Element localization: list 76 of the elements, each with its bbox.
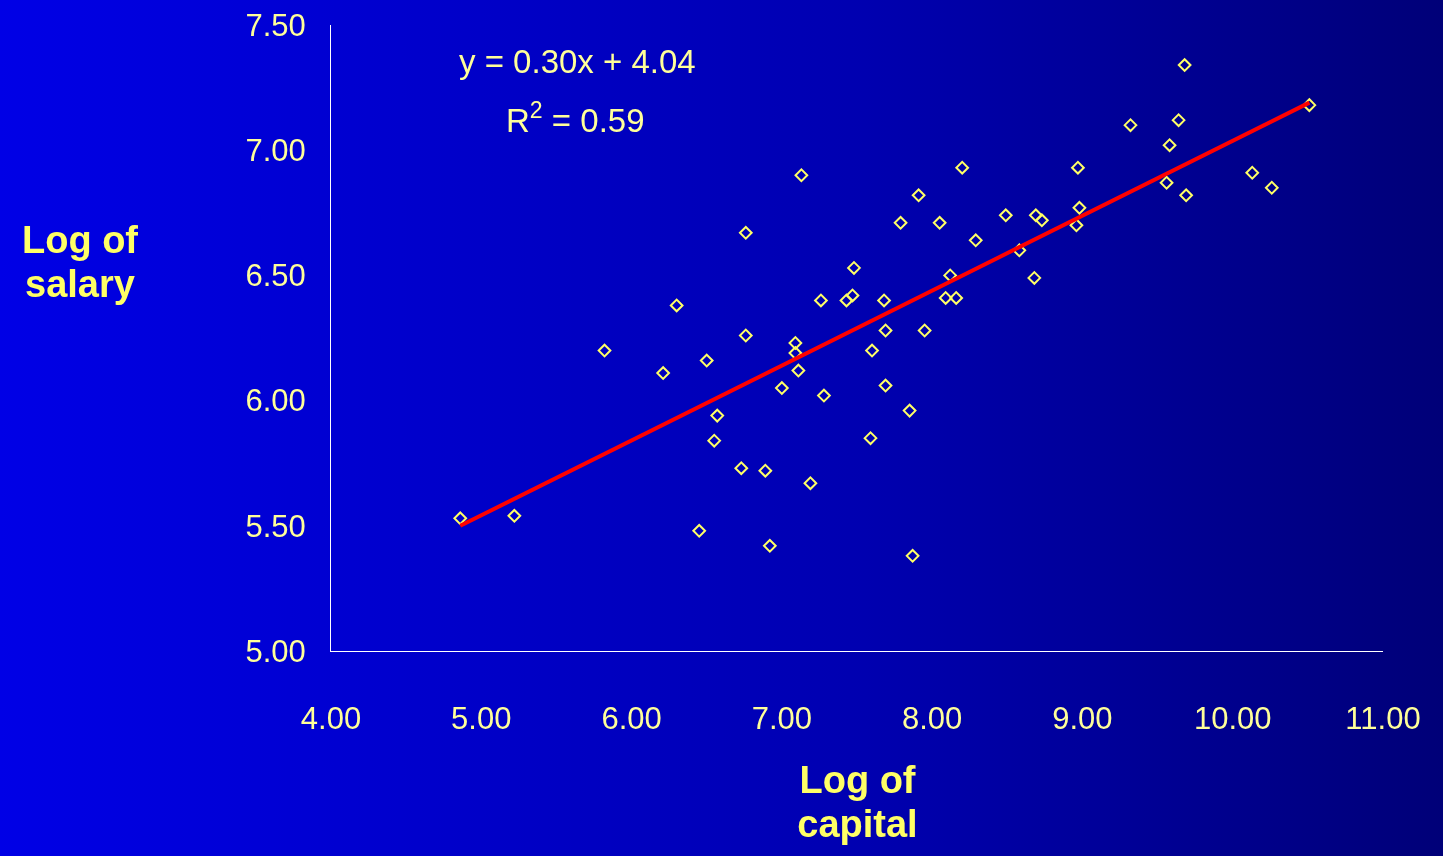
point <box>865 343 879 358</box>
x-tick-label: 11.00 <box>1345 701 1421 737</box>
point <box>1028 208 1043 223</box>
point <box>847 261 861 275</box>
point <box>453 511 468 526</box>
point <box>1245 165 1260 180</box>
point <box>998 208 1013 223</box>
point <box>791 363 806 378</box>
point <box>878 323 893 338</box>
point <box>507 508 522 523</box>
point <box>597 343 612 358</box>
point <box>938 291 953 305</box>
point <box>738 328 753 343</box>
point <box>1012 243 1027 258</box>
point <box>932 215 947 230</box>
point <box>1071 160 1085 175</box>
point <box>1072 200 1087 215</box>
y-axis-title: Log of salary <box>20 218 140 306</box>
point <box>758 463 773 478</box>
point <box>814 293 828 308</box>
point <box>1027 271 1042 285</box>
point <box>943 268 958 283</box>
point <box>710 408 725 423</box>
x-tick-label: 6.00 <box>601 701 662 737</box>
y-tick-label: 5.50 <box>245 508 306 544</box>
point <box>817 388 831 403</box>
point <box>1302 98 1317 112</box>
x-tick-label: 4.00 <box>300 701 362 737</box>
point <box>839 293 854 308</box>
point <box>803 476 818 491</box>
annotation: R$^{2}$ = 0.59 <box>506 97 645 139</box>
point <box>762 538 777 553</box>
y-tick-label: 6.50 <box>245 258 306 294</box>
point <box>788 336 803 350</box>
point <box>877 293 891 308</box>
point <box>788 346 803 360</box>
point <box>1177 58 1192 72</box>
point <box>1159 175 1174 190</box>
x-tick-label: 7.00 <box>751 701 813 737</box>
point <box>905 549 920 563</box>
point <box>794 168 809 183</box>
point <box>1069 218 1084 233</box>
y-tick-label: 5.00 <box>245 633 306 669</box>
point <box>902 403 917 418</box>
y-tick-label: 6.00 <box>245 383 306 419</box>
point <box>1264 180 1279 195</box>
point <box>878 378 893 393</box>
point <box>738 225 753 240</box>
y-tick-label: 7.00 <box>245 133 306 169</box>
point <box>955 160 970 175</box>
point <box>775 381 789 395</box>
point <box>968 233 983 248</box>
point <box>699 353 714 368</box>
point <box>1171 113 1186 127</box>
annotation: y = 0.30x + 4.04 <box>459 43 696 80</box>
point <box>707 433 722 448</box>
point <box>949 291 964 305</box>
point <box>734 461 749 476</box>
point <box>692 523 707 538</box>
point <box>911 188 926 203</box>
point <box>1162 138 1177 153</box>
point <box>863 431 878 446</box>
y-tick-label: 7.50 <box>245 7 306 43</box>
x-axis-title: Log of capital <box>796 758 919 846</box>
point <box>917 323 932 338</box>
point <box>893 215 908 230</box>
point <box>669 298 684 313</box>
point <box>656 366 670 380</box>
x-tick-label: 9.00 <box>1052 701 1113 737</box>
point <box>1123 118 1138 133</box>
point <box>845 288 860 303</box>
point <box>1035 213 1049 228</box>
x-tick-label: 8.00 <box>901 701 963 737</box>
x-tick-label: 5.00 <box>451 701 512 737</box>
x-tick-label: 10.00 <box>1193 701 1272 737</box>
point <box>1179 188 1193 203</box>
